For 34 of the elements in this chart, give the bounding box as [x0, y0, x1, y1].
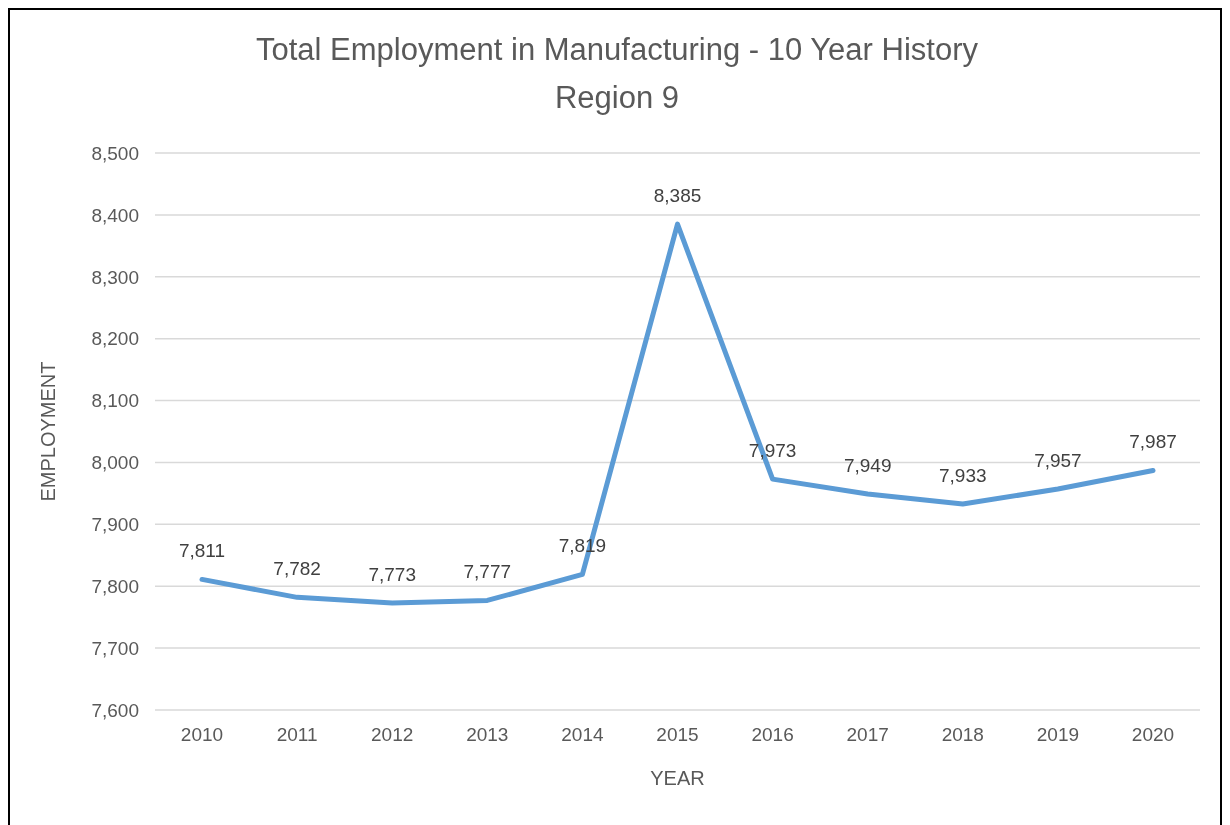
y-tick-label: 8,100: [91, 390, 139, 412]
data-label: 7,811: [178, 540, 226, 562]
data-label: 7,773: [368, 563, 416, 585]
data-label: 7,949: [843, 455, 892, 477]
chart-title: Total Employment in Manufacturing - 10 Year History: [255, 32, 979, 68]
x-axis-title: YEAR: [650, 767, 705, 789]
chart-subtitle: Region 9: [553, 80, 681, 116]
data-label: 7,782: [273, 558, 321, 580]
y-tick-label: 8,400: [91, 204, 139, 226]
y-tick-label: 7,900: [91, 514, 139, 536]
x-tick-label: 2018: [941, 724, 984, 746]
data-label: 7,777: [463, 561, 512, 583]
x-tick-label: 2012: [371, 724, 414, 746]
y-tick-label: 8,200: [91, 328, 139, 350]
data-label: 8,385: [653, 185, 702, 207]
x-tick-label: 2016: [751, 724, 794, 746]
y-tick-label: 8,500: [91, 142, 139, 164]
x-tick-label: 2015: [656, 724, 699, 746]
x-tick-label: 2011: [276, 724, 318, 746]
y-axis-title: EMPLOYMENT: [37, 361, 60, 502]
data-label: 7,987: [1129, 431, 1177, 453]
y-tick-label: 7,700: [91, 637, 139, 659]
x-tick-label: 2017: [846, 724, 889, 746]
x-tick-label: 2020: [1131, 724, 1175, 746]
data-label: 7,957: [1034, 450, 1082, 472]
data-label: 7,933: [939, 464, 987, 486]
y-tick-label: 8,300: [91, 266, 139, 288]
x-tick-label: 2013: [466, 724, 509, 746]
y-tick-label: 7,800: [91, 575, 139, 597]
x-tick-label: 2010: [180, 724, 224, 746]
x-tick-label: 2019: [1036, 724, 1080, 746]
x-tick-label: 2014: [561, 724, 604, 746]
y-tick-label: 8,000: [91, 452, 139, 474]
y-tick-label: 7,600: [91, 699, 139, 721]
